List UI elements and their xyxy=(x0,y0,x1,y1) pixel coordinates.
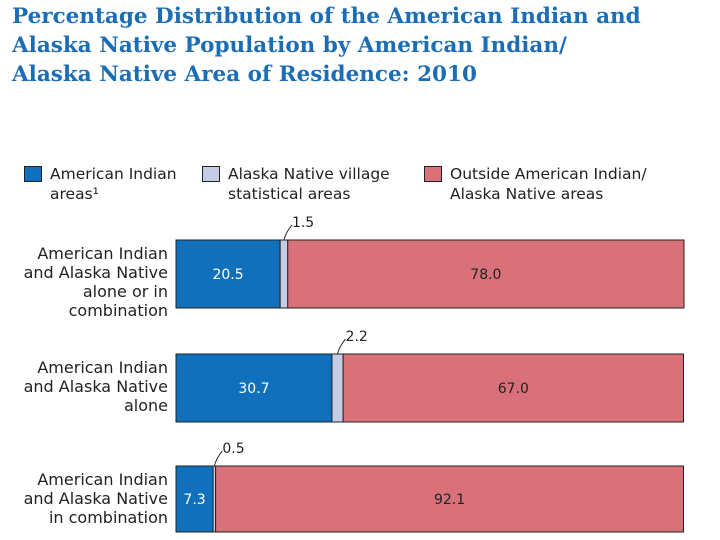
chart-title-line: Percentage Distribution of the American … xyxy=(12,4,641,29)
leader-line xyxy=(283,224,293,241)
category-label-line: and Alaska Native xyxy=(23,377,168,396)
data-label: 30.7 xyxy=(238,381,269,397)
legend-label-line: statistical areas xyxy=(228,185,351,203)
legend-label-line: Outside American Indian/ xyxy=(450,165,647,183)
category-label-in-combination: American Indian and Alaska Native in com… xyxy=(4,470,168,527)
legend-swatch-alaska-native-village xyxy=(202,166,220,182)
data-label: 1.5 xyxy=(292,215,314,231)
category-label-line: alone xyxy=(123,396,168,415)
bar-segment xyxy=(175,353,333,423)
leader-line xyxy=(337,338,346,355)
legend-label-line: American Indian xyxy=(50,165,177,183)
data-label: 0.5 xyxy=(222,441,244,457)
chart-legend: American Indian areas¹ Alaska Native vil… xyxy=(24,164,714,208)
legend-label-line: Alaska Native village xyxy=(228,165,390,183)
bar-segment xyxy=(175,465,214,533)
data-label: 7.3 xyxy=(183,492,205,508)
category-label-line: alone or in xyxy=(82,282,168,301)
data-label: 92.1 xyxy=(434,492,465,508)
chart-title: Percentage Distribution of the American … xyxy=(12,2,712,89)
data-label: 20.5 xyxy=(212,267,243,283)
data-label: 2.2 xyxy=(346,329,368,345)
category-label-line: American Indian xyxy=(37,358,168,377)
category-label-alone-or-in-combination: American Indian and Alaska Native alone … xyxy=(4,244,168,320)
category-label-line: combination xyxy=(68,301,168,320)
legend-label: American Indian areas¹ xyxy=(50,164,177,204)
data-label: 78.0 xyxy=(470,267,501,283)
category-label-line: American Indian xyxy=(37,244,168,263)
chart-title-line: Alaska Native Population by American Ind… xyxy=(12,33,567,58)
category-label-line: and Alaska Native xyxy=(23,489,168,508)
bar-segment xyxy=(331,353,344,423)
legend-swatch-american-indian-areas xyxy=(24,166,42,182)
legend-label-line: areas¹ xyxy=(50,185,99,203)
bar-segment xyxy=(287,239,685,309)
bar-segment xyxy=(215,465,684,533)
legend-label-line: Alaska Native areas xyxy=(450,185,604,203)
legend-swatch-outside-areas xyxy=(424,166,442,182)
category-label-alone: American Indian and Alaska Native alone xyxy=(4,358,168,415)
bar-segment xyxy=(279,239,289,309)
leader-line xyxy=(213,450,223,467)
category-label-line: and Alaska Native xyxy=(23,263,168,282)
data-label: 67.0 xyxy=(498,381,529,397)
chart-title-line: Alaska Native Area of Residence: 2010 xyxy=(12,62,477,87)
legend-label: Alaska Native village statistical areas xyxy=(228,164,390,204)
bar-segment xyxy=(175,239,281,309)
bar-segment xyxy=(342,353,684,423)
category-label-line: American Indian xyxy=(37,470,168,489)
category-label-line: in combination xyxy=(48,508,168,527)
legend-label: Outside American Indian/ Alaska Native a… xyxy=(450,164,647,204)
